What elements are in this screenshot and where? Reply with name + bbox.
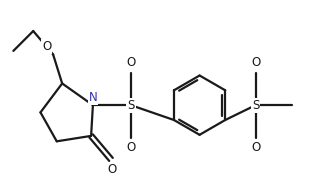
Text: O: O xyxy=(251,141,260,154)
Text: S: S xyxy=(127,99,135,112)
Text: O: O xyxy=(126,141,136,154)
Text: N: N xyxy=(88,91,97,104)
Text: O: O xyxy=(42,40,51,53)
Text: O: O xyxy=(107,163,116,176)
Text: O: O xyxy=(251,56,260,69)
Text: O: O xyxy=(126,56,136,69)
Text: S: S xyxy=(252,99,259,112)
